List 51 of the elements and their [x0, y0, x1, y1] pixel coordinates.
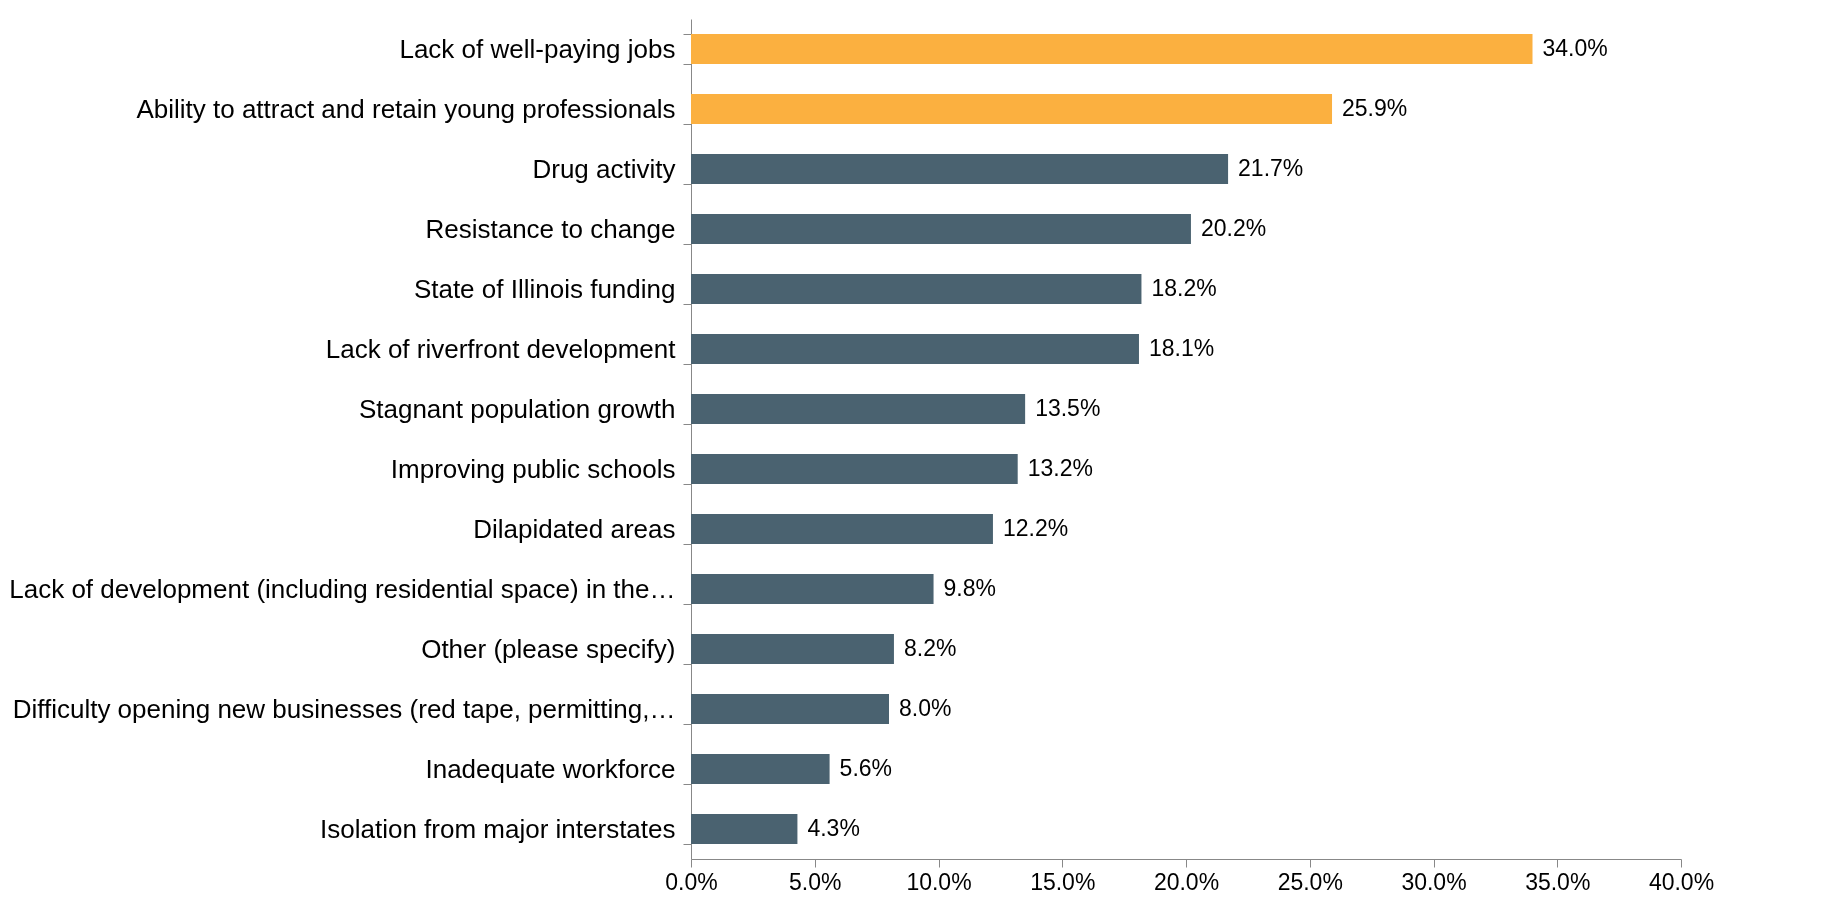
- x-tick-label: 10.0%: [906, 868, 972, 895]
- y-tick-label: Drug activity: [532, 153, 676, 184]
- y-tick-label: Lack of well-paying jobs: [399, 33, 676, 64]
- x-tick-label: 0.0%: [665, 868, 718, 895]
- data-label: 13.5%: [1035, 395, 1101, 421]
- x-tick-label: 5.0%: [789, 868, 842, 895]
- data-label: 12.2%: [1002, 515, 1069, 541]
- data-label: 25.9%: [1342, 95, 1408, 121]
- data-label: 20.2%: [1200, 215, 1267, 241]
- data-label: 8.0%: [899, 695, 952, 721]
- bar: [691, 634, 894, 664]
- bar: [691, 754, 830, 784]
- bar: [691, 694, 889, 724]
- x-tick-label: 20.0%: [1153, 868, 1220, 895]
- data-label: 4.3%: [807, 815, 860, 841]
- data-label: 34.0%: [1542, 35, 1608, 61]
- y-tick-label: Dilapidated areas: [473, 513, 676, 544]
- bar: [691, 814, 798, 844]
- y-tick-label: Lack of development (including residential space) in the…: [9, 573, 676, 604]
- bar: [691, 334, 1139, 364]
- y-tick-label: Other (please specify): [421, 633, 676, 664]
- y-tick-label: Inadequate workforce: [425, 753, 676, 784]
- bar: [691, 394, 1026, 424]
- bar: [691, 514, 993, 544]
- data-label: 13.2%: [1027, 455, 1093, 481]
- y-tick-label: Ability to attract and retain young professionals: [136, 93, 676, 124]
- bar: [691, 94, 1333, 124]
- bar: [691, 454, 1018, 484]
- x-tick-label: 35.0%: [1525, 868, 1591, 895]
- bar: [691, 574, 934, 604]
- data-label: 9.8%: [943, 575, 996, 601]
- y-tick-label: Stagnant population growth: [358, 393, 676, 424]
- y-tick-label: Resistance to change: [425, 213, 676, 244]
- y-tick-label: Isolation from major interstates: [320, 813, 676, 844]
- data-label: 8.2%: [903, 635, 957, 661]
- y-tick-label: Lack of riverfront development: [325, 333, 677, 364]
- bar: [691, 154, 1229, 184]
- bar: [691, 274, 1142, 304]
- data-label: 21.7%: [1238, 155, 1304, 181]
- y-tick-label: Difficulty opening new businesses (red tape, permitting,…: [12, 693, 676, 724]
- x-tick-label: 15.0%: [1030, 868, 1096, 895]
- data-label: 18.2%: [1151, 275, 1217, 301]
- bar: [691, 34, 1533, 64]
- y-tick-label: State of Illinois funding: [413, 273, 676, 304]
- x-tick-label: 40.0%: [1648, 868, 1715, 895]
- x-tick-label: 30.0%: [1401, 868, 1467, 895]
- data-label: 5.6%: [839, 755, 893, 781]
- x-tick-label: 25.0%: [1277, 868, 1343, 895]
- bar: [691, 214, 1191, 244]
- y-tick-label: Improving public schools: [390, 453, 676, 484]
- data-label: 18.1%: [1148, 335, 1215, 361]
